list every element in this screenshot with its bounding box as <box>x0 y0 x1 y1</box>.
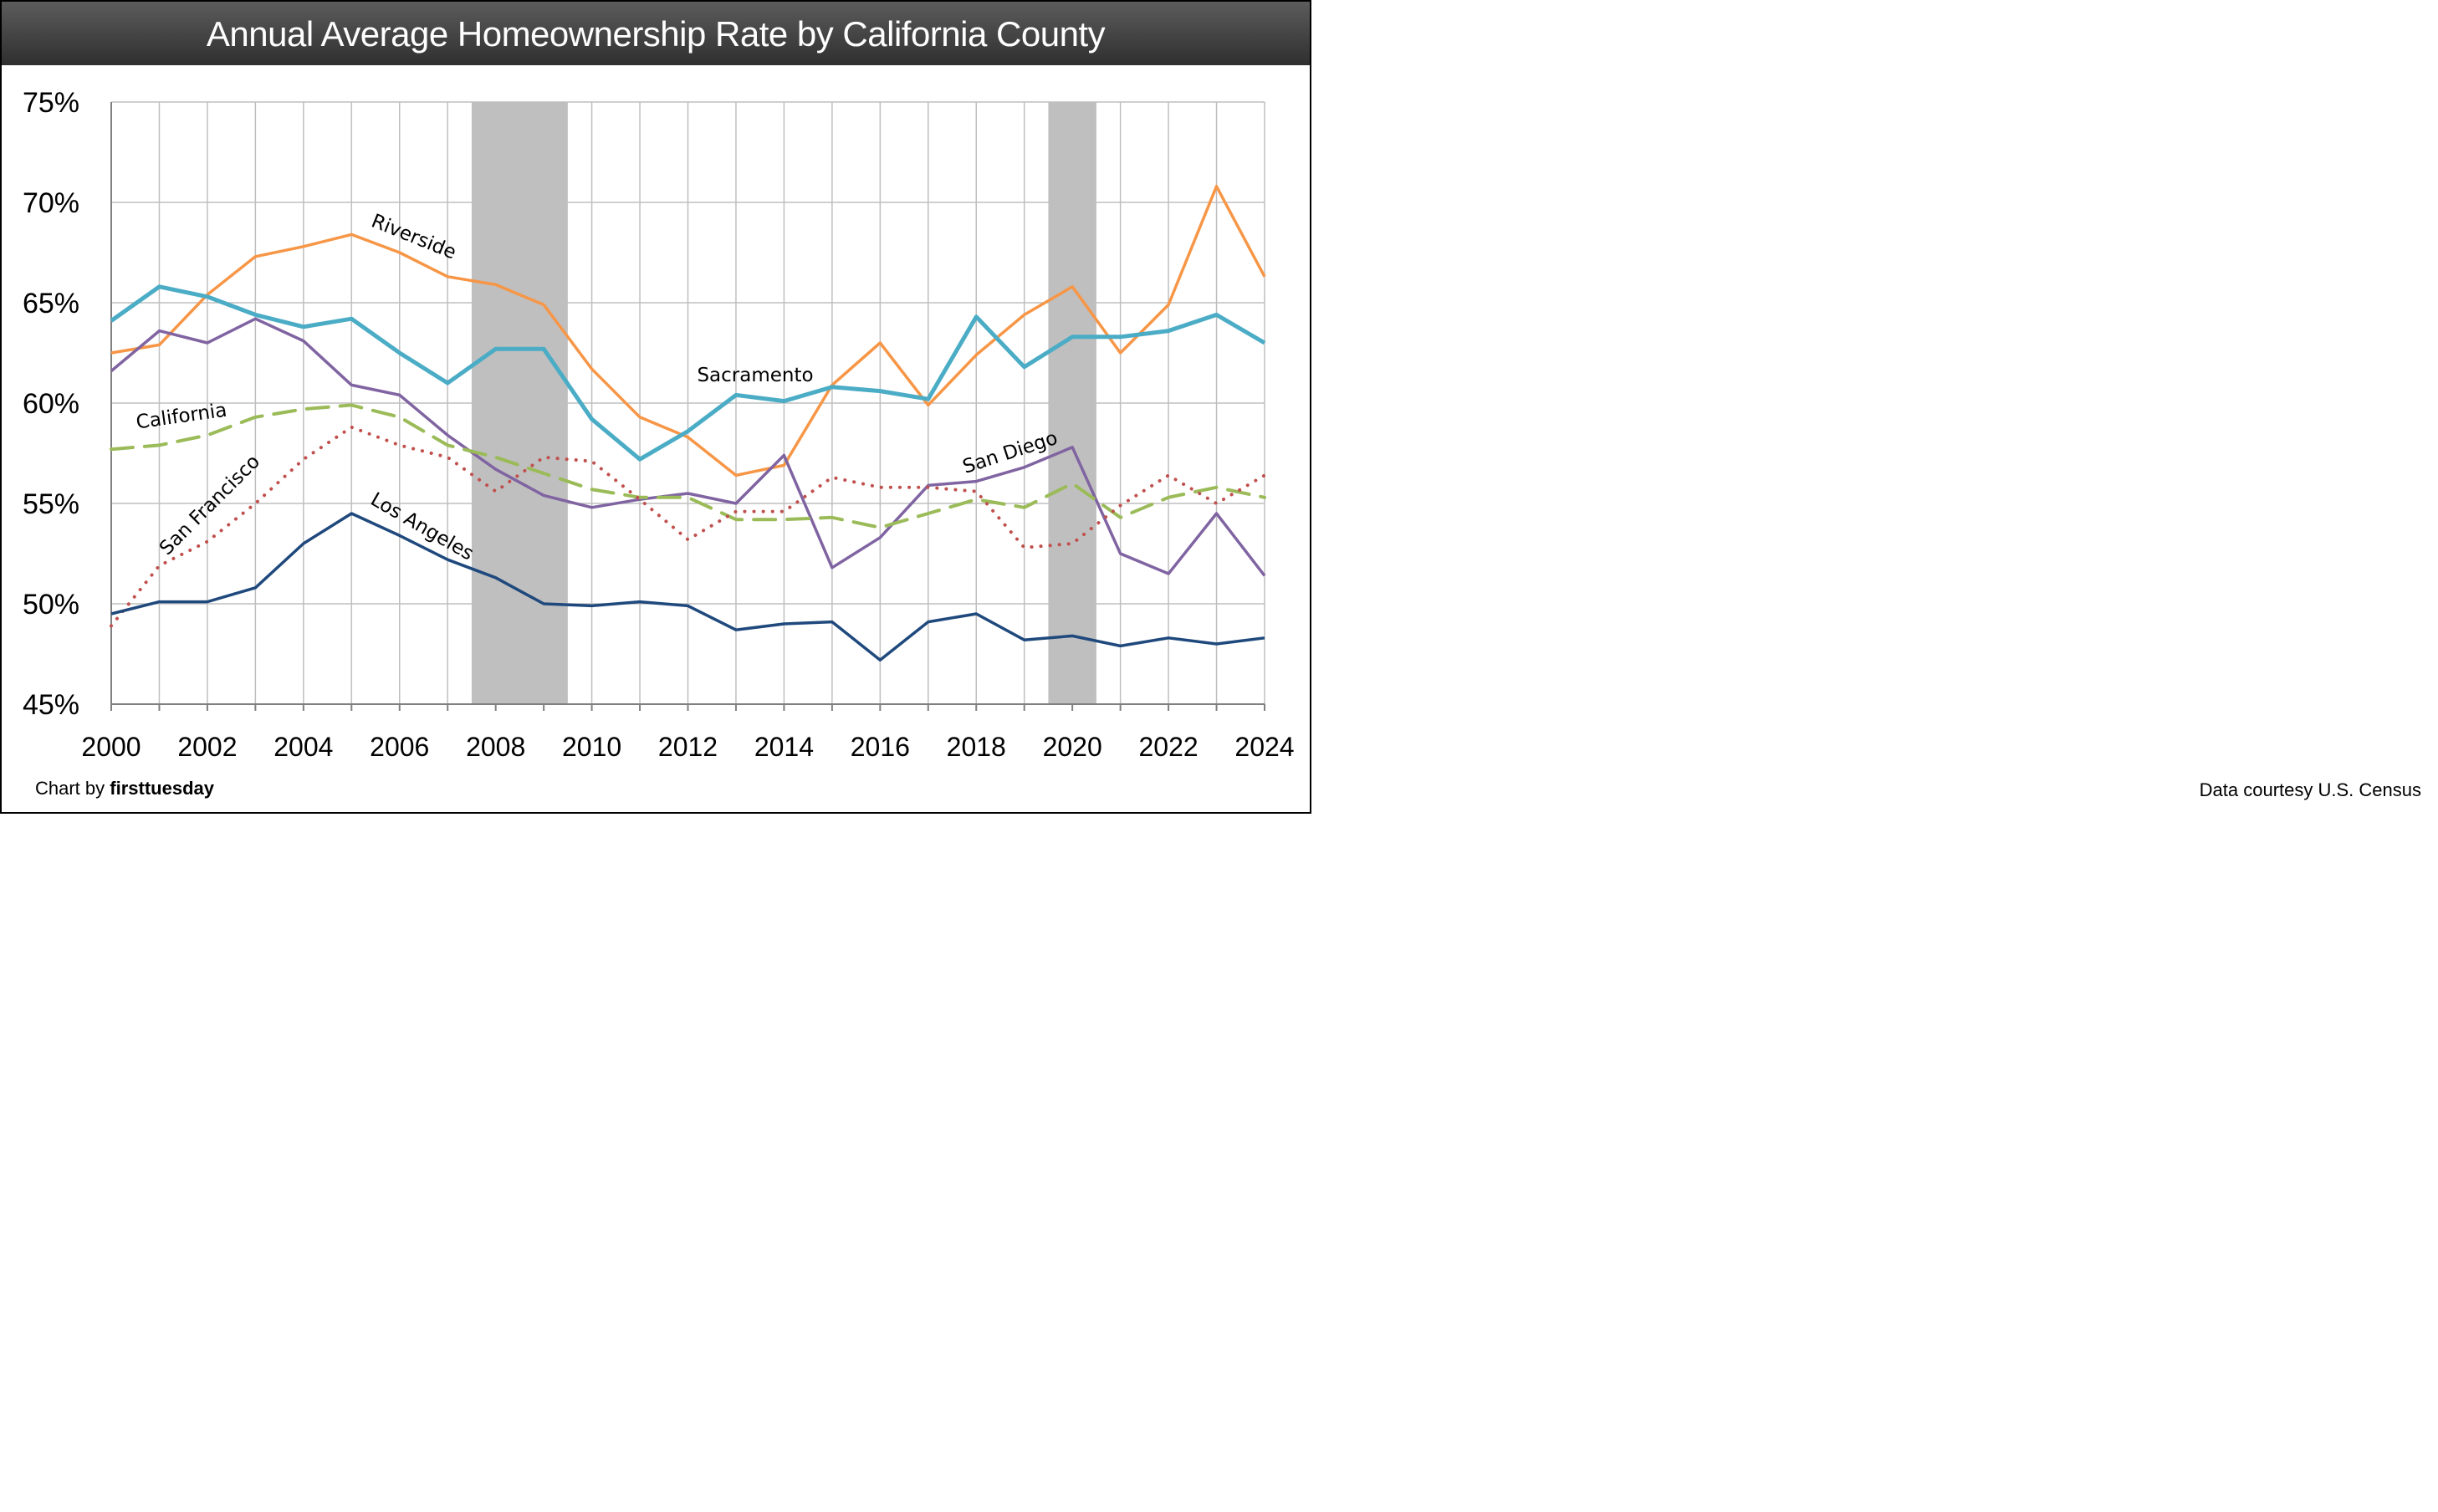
series-label-riverside: Riverside <box>368 210 459 263</box>
axes <box>110 102 1265 711</box>
line-chart: 45% 50% 55% 60% 65% 70% 75% 2000 2002 2004 2006 200… <box>23 87 1295 762</box>
y-tick-label: 55% <box>23 488 79 520</box>
series-line-san-francisco <box>110 425 1266 628</box>
y-tick-label: 65% <box>23 288 79 319</box>
series-line-riverside <box>110 185 1266 478</box>
credit-brand: firsttuesday <box>110 778 214 799</box>
x-tick-label: 2022 <box>1138 732 1198 762</box>
y-tick-label: 70% <box>23 187 79 219</box>
data-source: Data courtesy U.S. Census <box>2199 779 2421 800</box>
x-tick-label: 2010 <box>562 732 621 762</box>
title-bar: Annual Average Homeownership Rate by Cal… <box>2 2 1310 65</box>
y-tick-label: 45% <box>23 689 79 721</box>
x-tick-label: 2016 <box>851 732 910 762</box>
tick-labels: 45% 50% 55% 60% 65% 70% 75% 2000 2002 2004 2006 200… <box>23 87 1295 762</box>
x-tick-label: 2002 <box>177 732 237 762</box>
y-tick-label: 60% <box>23 388 79 420</box>
x-tick-label: 2006 <box>370 732 429 762</box>
x-tick-label: 2012 <box>658 732 718 762</box>
x-tick-label: 2004 <box>273 732 333 762</box>
y-tick-label: 50% <box>23 589 79 621</box>
chart-title: Annual Average Homeownership Rate by Cal… <box>206 14 1106 54</box>
gridlines <box>111 101 1265 704</box>
series-label-california: California <box>135 400 228 434</box>
series-line-sacramento <box>110 284 1266 462</box>
x-tick-label: 2000 <box>81 732 141 762</box>
series-line-los-angeles <box>110 512 1265 662</box>
series-lines <box>110 185 1266 662</box>
chart-credit: Chart by firsttuesday <box>35 778 214 799</box>
series-label-san-francisco: San Francisco <box>156 451 264 559</box>
x-tick-label: 2014 <box>754 732 814 762</box>
credit-prefix: Chart by <box>35 778 110 799</box>
x-tick-label: 2008 <box>466 732 525 762</box>
series-label-sacramento: Sacramento <box>697 365 813 386</box>
x-tick-label: 2024 <box>1234 732 1294 762</box>
y-tick-label: 75% <box>23 87 79 119</box>
series-line-san-diego <box>110 317 1266 577</box>
x-tick-label: 2020 <box>1043 732 1102 762</box>
x-tick-label: 2018 <box>947 732 1006 762</box>
